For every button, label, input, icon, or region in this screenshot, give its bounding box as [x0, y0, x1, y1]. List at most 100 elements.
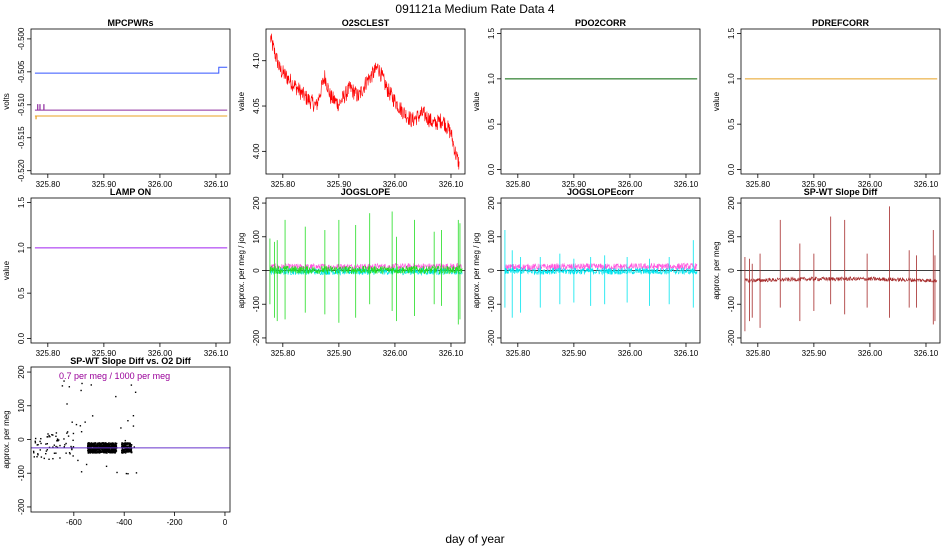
- scatter-point: [130, 444, 132, 446]
- scatter-point: [65, 452, 67, 454]
- panel-ylabel: approx. per meg / jog: [472, 233, 481, 309]
- scatter-point: [90, 450, 93, 453]
- x-tick-label: 326.10: [674, 180, 699, 189]
- scatter-point: [88, 452, 91, 454]
- scatter-point: [48, 434, 50, 437]
- figure-xlabel: day of year: [445, 532, 504, 546]
- scatter-point: [91, 448, 94, 451]
- scatter-point: [105, 444, 107, 446]
- y-tick-label: -200: [252, 329, 261, 346]
- x-tick-label: 326.00: [858, 349, 883, 358]
- y-tick-label: -200: [17, 498, 26, 515]
- scatter-point: [69, 453, 71, 455]
- scatter-point: [121, 451, 124, 453]
- y-tick-label: 0: [17, 437, 26, 442]
- scatter-point: [115, 445, 118, 447]
- scatter-point: [91, 449, 93, 452]
- scatter-point: [108, 449, 110, 452]
- scatter-point: [34, 437, 37, 440]
- scatter-point: [121, 449, 123, 451]
- scatter-point: [97, 444, 100, 447]
- scatter-point: [90, 447, 92, 450]
- plot-area-jogslope: [266, 211, 465, 325]
- scatter-point: [94, 448, 97, 450]
- scatter-point: [49, 436, 51, 438]
- scatter-point: [110, 452, 113, 454]
- y-tick-label: 1.0: [487, 73, 496, 85]
- scatter-point: [97, 451, 99, 454]
- y-tick-label: 200: [487, 196, 496, 210]
- scatter-point: [112, 446, 114, 448]
- scatter-point: [55, 452, 57, 454]
- y-tick-label: 4.05: [252, 98, 261, 114]
- scatter-point: [101, 446, 103, 449]
- scatter-point: [103, 449, 105, 452]
- scatter-point: [104, 445, 107, 447]
- panel-title: LAMP ON: [110, 187, 151, 197]
- x-tick-label: -200: [167, 518, 184, 527]
- scatter-point: [90, 442, 93, 444]
- scatter-point: [126, 448, 129, 450]
- y-tick-label: 0.5: [487, 118, 496, 130]
- plot-area-jogslopecorr: [501, 230, 700, 318]
- scatter-point: [111, 448, 113, 451]
- scatter-point: [108, 449, 111, 451]
- scatter-point: [97, 449, 100, 451]
- scatter-point: [56, 446, 59, 448]
- panel-ylabel: approx. per meg: [712, 241, 721, 299]
- scatter-point: [66, 431, 69, 433]
- figure-title: 091121a Medium Rate Data 4: [395, 2, 555, 16]
- scatter-point: [106, 450, 109, 453]
- scatter-point: [105, 443, 108, 445]
- x-tick-label: 0: [223, 518, 228, 527]
- x-tick-label: 325.80: [271, 180, 296, 189]
- y-tick-label: 100: [252, 230, 261, 244]
- scatter-point: [79, 425, 82, 427]
- x-tick-label: 325.90: [562, 349, 587, 358]
- scatter-point: [80, 471, 83, 473]
- series-blue: [34, 66, 228, 74]
- scatter-point: [101, 450, 104, 452]
- scatter-point: [110, 442, 112, 445]
- x-tick-label: 326.00: [148, 180, 173, 189]
- scatter-point: [111, 450, 114, 452]
- panel-pdrefcorr: PDREFCORR value 325.80 325.90 326.00 326.10 0.…: [712, 18, 941, 189]
- scatter-point: [104, 442, 107, 444]
- scatter-point: [55, 445, 57, 448]
- scatter-point: [37, 454, 39, 456]
- scatter-point: [45, 452, 47, 455]
- scatter-point: [110, 445, 113, 447]
- scatter-point: [87, 451, 89, 454]
- scatter-point: [93, 451, 95, 454]
- y-tick-label: 4.00: [252, 143, 261, 159]
- scatter-point: [77, 459, 79, 462]
- scatter-point: [114, 446, 117, 448]
- scatter-point: [113, 449, 116, 452]
- scatter-point: [96, 451, 99, 453]
- x-tick-label: 326.00: [618, 180, 643, 189]
- scatter-point: [48, 458, 50, 460]
- scatter-point: [108, 445, 110, 447]
- scatter-point: [65, 442, 67, 445]
- scatter-point: [107, 449, 109, 452]
- scatter-point: [34, 440, 36, 443]
- scatter-point: [92, 444, 94, 447]
- y-tick-label: 1.0: [17, 242, 26, 254]
- panel-jogslope: JOGSLOPE approx. per meg / jog 325.80 325.9…: [237, 187, 466, 358]
- scatter-point: [93, 448, 95, 451]
- scatter-point: [103, 446, 105, 448]
- scatter-point: [43, 457, 45, 460]
- scatter-point: [121, 445, 123, 448]
- scatter-point: [40, 442, 42, 445]
- x-tick-label: 325.90: [327, 180, 352, 189]
- scatter-point: [121, 442, 123, 444]
- panel-ylabel: value: [712, 91, 721, 111]
- scatter-point: [104, 451, 107, 454]
- scatter-point: [129, 445, 131, 448]
- scatter-point: [88, 450, 91, 453]
- scatter-point: [92, 444, 94, 446]
- x-tick-label: 326.10: [674, 349, 699, 358]
- y-tick-label: 0.0: [727, 163, 736, 175]
- x-tick-label: 326.10: [439, 349, 464, 358]
- panel-title: PDO2CORR: [575, 18, 627, 28]
